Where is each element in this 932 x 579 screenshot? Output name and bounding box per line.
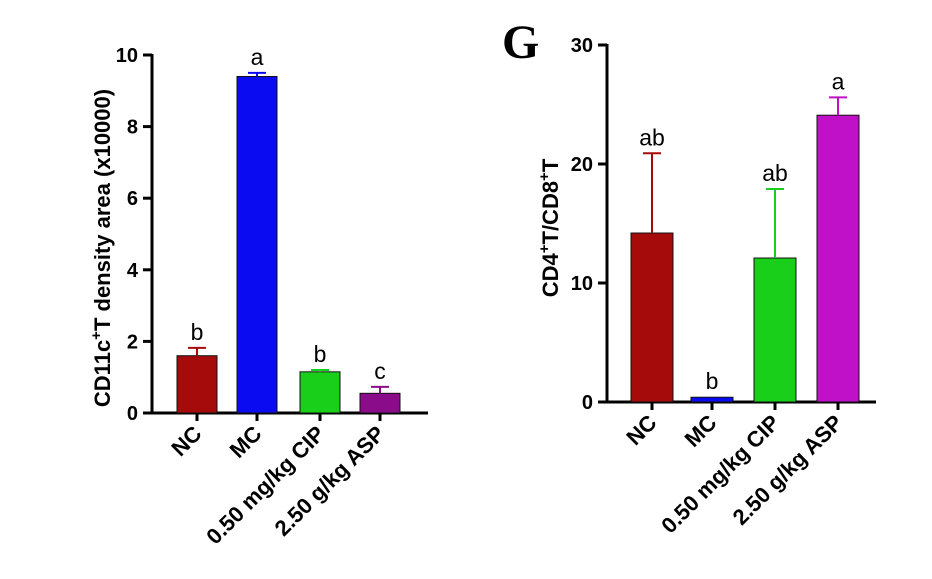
category-label: 2.50 g/kg ASP [728,410,848,530]
y-tick-label: 4 [127,260,139,282]
bar [630,232,674,403]
y-tick-label: 10 [571,273,593,295]
y-tick-label: 2 [127,331,138,353]
significance-label: a [251,44,264,70]
chart-cd11c-density: CD11c+T density area (x10000) 0 2 4 6 8 10 b NC… [88,44,428,549]
y-tick-label: 30 [571,35,593,57]
significance-label: b [314,341,327,367]
significance-label: a [832,68,845,94]
y-axis-label: CD4+T/CD8+T [536,158,563,297]
bar [299,371,341,414]
category-label: MC [225,421,267,463]
y-tick-label: 0 [127,403,138,425]
y-axis-label: CD11c+T density area (x10000) [88,89,115,407]
y-tick-label: 0 [582,392,593,414]
category-label: 2.50 g/kg ASP [270,421,390,541]
panel-letter: G [502,16,539,69]
significance-label: ab [762,160,788,186]
bar [690,396,734,403]
category-label: NC [621,410,661,450]
y-tick-label: 8 [127,117,138,139]
y-tick-label: 10 [116,45,138,67]
significance-label: b [191,319,204,345]
category-label: NC [166,421,206,461]
bar [753,257,797,403]
bar [176,355,218,414]
y-tick-label: 20 [571,154,593,176]
bar [816,114,860,403]
bar [236,75,278,414]
category-label: MC [680,410,722,452]
significance-label: c [374,358,386,384]
bar [359,392,401,414]
significance-label: ab [639,124,665,150]
y-tick-label: 6 [127,188,138,210]
significance-label: b [706,368,719,394]
